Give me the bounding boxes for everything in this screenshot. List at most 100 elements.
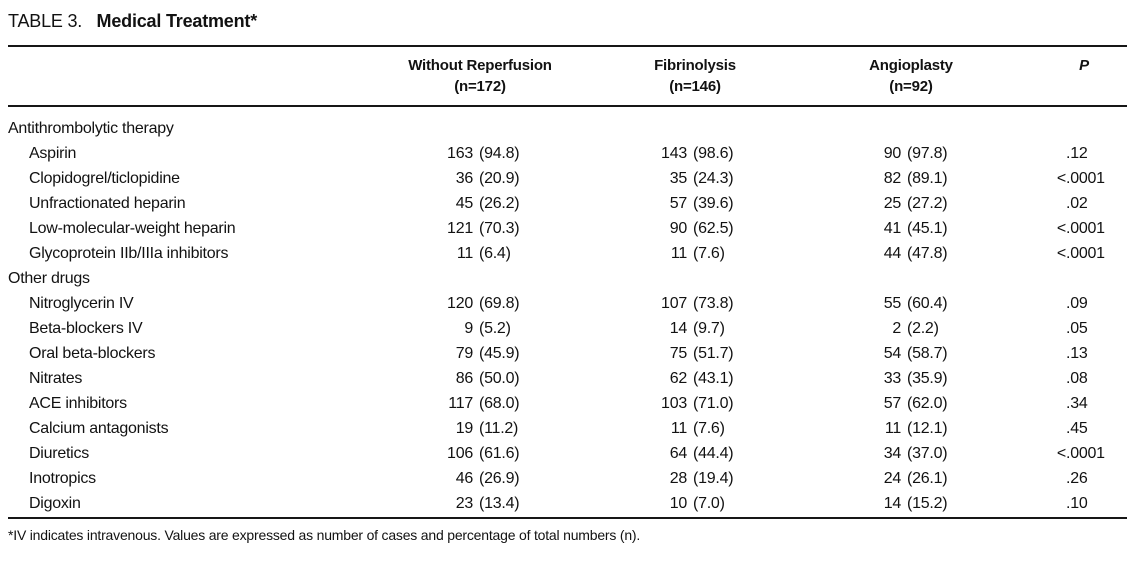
column-header-line1: Fibrinolysis	[654, 57, 736, 74]
angioplasty-count: 82	[883, 170, 902, 187]
table-row: Nitroglycerin IV 120 (69.8) 107 (73.8) 55 (60.…	[0, 291, 1139, 316]
p-value: .0001	[1066, 220, 1105, 237]
fibrinolysis-percent: (71.0)	[693, 395, 734, 412]
table-row: Aspirin 163 (94.8) 143 (98.6) 90 (97.8) .12	[0, 141, 1139, 166]
row-label: Low-molecular-weight heparin	[29, 220, 236, 237]
table-section-row: Antithrombolytic therapy	[0, 116, 1139, 141]
angioplasty-percent: (27.2)	[907, 195, 948, 212]
rule-above-footnote	[8, 517, 1127, 519]
p-value-prefix: <	[1056, 245, 1066, 262]
without-reperfusion-percent: (68.0)	[479, 395, 520, 412]
column-header-without-reperfusion: Without Reperfusion (n=172)	[380, 55, 580, 101]
table-row: ACE inhibitors 117 (68.0) 103 (71.0) 57 (62.0)…	[0, 391, 1139, 416]
page-title: TABLE 3. Medical Treatment*	[8, 11, 257, 32]
p-value: .10	[1066, 495, 1088, 512]
row-label: Unfractionated heparin	[29, 195, 186, 212]
without-reperfusion-count: 106	[447, 445, 473, 462]
p-value-prefix	[1026, 416, 1066, 441]
angioplasty-percent: (12.1)	[907, 420, 948, 437]
p-value-prefix	[1026, 191, 1066, 216]
row-label: ACE inhibitors	[29, 395, 127, 412]
row-label: Digoxin	[29, 495, 81, 512]
without-reperfusion-percent: (5.2)	[479, 320, 511, 337]
fibrinolysis-count: 90	[669, 220, 688, 237]
angioplasty-percent: (45.1)	[907, 220, 948, 237]
row-label: Beta-blockers IV	[29, 320, 143, 337]
column-header-line2: (n=92)	[889, 78, 933, 95]
angioplasty-percent: (37.0)	[907, 445, 948, 462]
p-value-prefix: <	[1056, 445, 1066, 462]
table-row: Beta-blockers IV 9 (5.2) 14 (9.7) 2 (2.2) .05	[0, 316, 1139, 341]
without-reperfusion-count: 79	[455, 345, 474, 362]
fibrinolysis-count: 103	[661, 395, 687, 412]
p-value: .08	[1066, 370, 1088, 387]
p-value-prefix	[1026, 141, 1066, 166]
p-value: .02	[1066, 195, 1088, 212]
without-reperfusion-count: 9	[464, 320, 473, 337]
fibrinolysis-percent: (24.3)	[693, 170, 734, 187]
without-reperfusion-percent: (20.9)	[479, 170, 520, 187]
p-value-prefix	[1026, 366, 1066, 391]
footnote: *IV indicates intravenous. Values are ex…	[8, 527, 641, 543]
without-reperfusion-count: 45	[455, 195, 474, 212]
without-reperfusion-percent: (11.2)	[479, 420, 519, 437]
p-value-prefix	[1026, 466, 1066, 491]
row-label: Oral beta-blockers	[29, 345, 156, 362]
p-value: .13	[1066, 345, 1088, 362]
without-reperfusion-count: 19	[455, 420, 474, 437]
p-value: .05	[1066, 320, 1088, 337]
without-reperfusion-percent: (94.8)	[479, 145, 520, 162]
p-value: .0001	[1066, 445, 1105, 462]
fibrinolysis-percent: (44.4)	[693, 445, 734, 462]
column-header-p-value: P	[1034, 55, 1134, 101]
angioplasty-count: 57	[883, 395, 902, 412]
p-value-prefix: <	[1056, 220, 1066, 237]
fibrinolysis-count: 10	[669, 495, 688, 512]
table-row: Diuretics 106 (61.6) 64 (44.4) 34 (37.0) < .0001	[0, 441, 1139, 466]
fibrinolysis-percent: (7.6)	[693, 420, 725, 437]
angioplasty-count: 55	[883, 295, 902, 312]
table-row: Low-molecular-weight heparin 121 (70.3) 90 (…	[0, 216, 1139, 241]
without-reperfusion-count: 117	[448, 395, 473, 412]
table-row: Glycoprotein IIb/IIIa inhibitors 11 (6.4) 1…	[0, 241, 1139, 266]
p-value-prefix: <	[1056, 170, 1066, 187]
fibrinolysis-count: 14	[669, 320, 688, 337]
rule-under-title	[8, 45, 1127, 47]
angioplasty-percent: (15.2)	[907, 495, 948, 512]
row-label: Calcium antagonists	[29, 420, 169, 437]
angioplasty-percent: (89.1)	[907, 170, 948, 187]
fibrinolysis-count: 35	[669, 170, 688, 187]
angioplasty-percent: (97.8)	[907, 145, 948, 162]
column-header-line1: Without Reperfusion	[408, 57, 552, 74]
row-label: Diuretics	[29, 445, 89, 462]
angioplasty-percent: (26.1)	[907, 470, 948, 487]
row-label: Other drugs	[8, 270, 90, 287]
without-reperfusion-percent: (26.2)	[479, 195, 520, 212]
row-label: Nitrates	[29, 370, 83, 387]
table-number-label: TABLE 3.	[8, 11, 83, 31]
fibrinolysis-count: 143	[661, 145, 687, 162]
column-header-fibrinolysis: Fibrinolysis (n=146)	[595, 55, 795, 101]
without-reperfusion-percent: (50.0)	[479, 370, 520, 387]
table-row: Nitrates 86 (50.0) 62 (43.1) 33 (35.9) .08	[0, 366, 1139, 391]
title-spacer	[87, 11, 92, 31]
fibrinolysis-percent: (9.7)	[693, 320, 725, 337]
without-reperfusion-percent: (61.6)	[479, 445, 520, 462]
angioplasty-count: 11	[884, 420, 901, 437]
fibrinolysis-count: 57	[669, 195, 688, 212]
column-header-line1: Angioplasty	[869, 57, 953, 74]
p-value: .0001	[1066, 170, 1105, 187]
angioplasty-count: 14	[883, 495, 902, 512]
angioplasty-count: 2	[892, 320, 901, 337]
fibrinolysis-percent: (7.0)	[693, 495, 725, 512]
column-header-line2: (n=146)	[669, 78, 721, 95]
without-reperfusion-percent: (6.4)	[479, 245, 511, 262]
p-value-prefix	[1026, 491, 1066, 516]
p-value-prefix	[1026, 316, 1066, 341]
without-reperfusion-count: 163	[447, 145, 473, 162]
fibrinolysis-percent: (7.6)	[693, 245, 725, 262]
p-value: .12	[1066, 145, 1088, 162]
without-reperfusion-percent: (70.3)	[479, 220, 520, 237]
p-value: .26	[1066, 470, 1088, 487]
